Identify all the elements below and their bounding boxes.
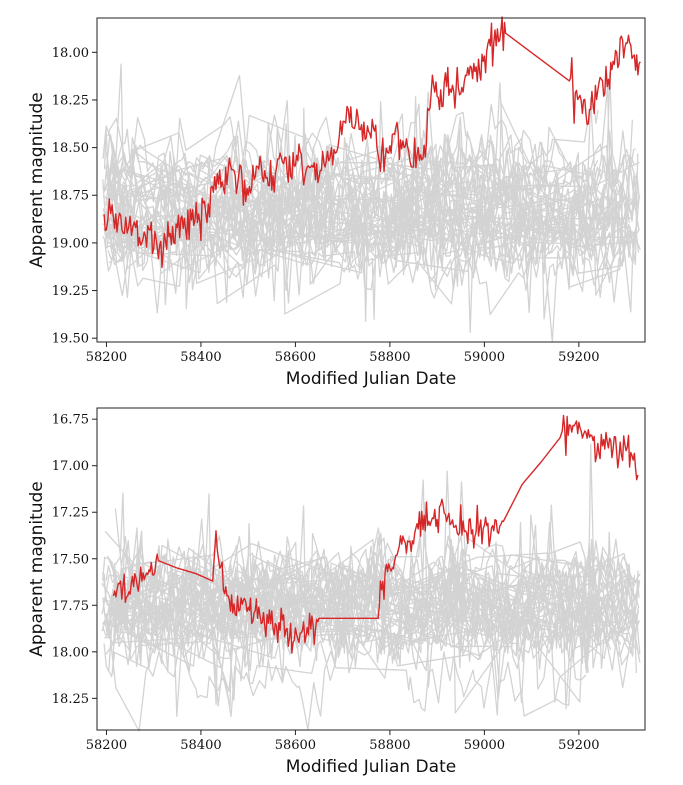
background-light-curves (101, 443, 641, 732)
top-plot-frame (96, 17, 646, 343)
x-tick-label: 58200 (86, 350, 127, 365)
x-tick-label: 58800 (369, 738, 410, 753)
highlight-curve (103, 16, 641, 268)
background-curve-11 (107, 443, 634, 657)
y-tick-label: 18.00 (52, 645, 89, 660)
background-curve-34 (107, 195, 593, 278)
bottom-x-axis-label: Modified Julian Date (286, 757, 456, 777)
y-tick-label: 18.50 (52, 141, 89, 156)
background-curve-29 (115, 493, 637, 631)
bottom-y-axis-ticks: 16.75 17.00 17.25 17.50 17.75 18.00 18.25 (52, 413, 97, 707)
x-tick-label: 59000 (464, 350, 505, 365)
top-y-axis-label: Apparent magnitude (27, 92, 47, 268)
x-tick-label: 58400 (180, 350, 221, 365)
background-curve-42 (102, 518, 636, 623)
x-tick-label: 58600 (275, 738, 316, 753)
y-tick-label: 17.50 (52, 552, 89, 567)
background-curve-35 (104, 598, 638, 669)
bottom-y-axis-label: Apparent magnitude (27, 481, 47, 657)
background-curve-40 (110, 641, 587, 732)
highlight-curve (112, 414, 639, 654)
background-light-curves (102, 63, 641, 342)
y-tick-label: 17.25 (52, 506, 89, 521)
background-curve-43 (115, 570, 635, 674)
y-tick-label: 19.00 (52, 236, 89, 251)
x-tick-label: 59200 (558, 738, 599, 753)
background-curve-30 (108, 505, 639, 717)
background-curve-29 (111, 228, 641, 316)
y-tick-label: 16.75 (52, 413, 89, 428)
x-tick-label: 58400 (180, 738, 221, 753)
y-tick-label: 18.75 (52, 189, 89, 204)
y-tick-label: 18.00 (52, 46, 89, 61)
top-chart-panel: 58200 58400 58600 58800 59000 59200 18.00 18.2… (27, 16, 646, 389)
background-curve-37 (103, 100, 577, 207)
top-y-axis-ticks: 18.00 18.25 18.50 18.75 19.00 19.25 19.50 (52, 46, 97, 347)
bottom-chart-panel: 58200 58400 58600 58800 59000 59200 16.75 17.0… (27, 407, 646, 777)
x-tick-label: 58600 (275, 350, 316, 365)
background-curve-39 (106, 189, 609, 275)
highlighted-light-curve (112, 414, 639, 654)
background-curve-32 (103, 74, 636, 268)
y-tick-label: 19.25 (52, 284, 89, 299)
background-curve-42 (103, 168, 640, 263)
y-tick-label: 19.50 (52, 332, 89, 347)
bottom-plot-frame (96, 407, 646, 731)
top-x-axis-label: Modified Julian Date (286, 369, 456, 389)
background-curve-30 (107, 91, 599, 192)
y-tick-label: 18.25 (52, 93, 89, 108)
background-curve-44 (102, 527, 614, 644)
x-tick-label: 59000 (464, 738, 505, 753)
background-curve-25 (111, 97, 639, 263)
y-tick-label: 18.25 (52, 692, 89, 707)
background-curve-31 (109, 133, 602, 228)
highlighted-light-curve (103, 16, 641, 268)
background-curve-37 (111, 470, 636, 669)
background-curve-13 (109, 117, 637, 215)
y-tick-label: 17.00 (52, 459, 89, 474)
x-tick-label: 58800 (369, 350, 410, 365)
bottom-x-axis-ticks: 58200 58400 58600 58800 59000 59200 (86, 730, 600, 753)
background-curve-38 (112, 570, 636, 710)
x-tick-label: 58200 (86, 738, 127, 753)
background-curve-44 (103, 128, 615, 221)
top-x-axis-ticks: 58200 58400 58600 58800 59000 59200 (86, 342, 600, 365)
background-curve-43 (110, 183, 607, 320)
y-tick-label: 17.75 (52, 599, 89, 614)
x-tick-label: 59200 (558, 350, 599, 365)
